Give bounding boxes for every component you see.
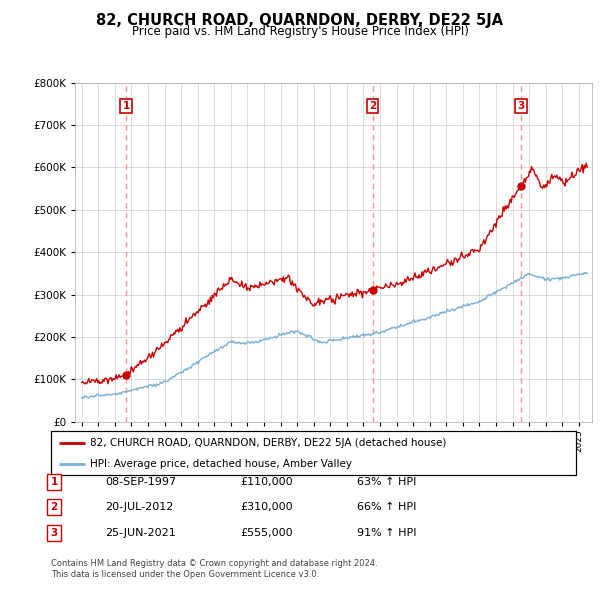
Text: 66% ↑ HPI: 66% ↑ HPI [357, 503, 416, 512]
Text: 3: 3 [517, 101, 524, 111]
Text: HPI: Average price, detached house, Amber Valley: HPI: Average price, detached house, Ambe… [91, 459, 352, 469]
Text: 2: 2 [50, 503, 58, 512]
Text: 20-JUL-2012: 20-JUL-2012 [105, 503, 173, 512]
Text: 63% ↑ HPI: 63% ↑ HPI [357, 477, 416, 487]
Text: 2: 2 [369, 101, 376, 111]
Text: 82, CHURCH ROAD, QUARNDON, DERBY, DE22 5JA: 82, CHURCH ROAD, QUARNDON, DERBY, DE22 5… [97, 13, 503, 28]
Text: £110,000: £110,000 [240, 477, 293, 487]
Text: 82, CHURCH ROAD, QUARNDON, DERBY, DE22 5JA (detached house): 82, CHURCH ROAD, QUARNDON, DERBY, DE22 5… [91, 438, 447, 448]
Text: 1: 1 [50, 477, 58, 487]
Text: 25-JUN-2021: 25-JUN-2021 [105, 528, 176, 537]
Text: £310,000: £310,000 [240, 503, 293, 512]
Text: Price paid vs. HM Land Registry's House Price Index (HPI): Price paid vs. HM Land Registry's House … [131, 25, 469, 38]
Text: 08-SEP-1997: 08-SEP-1997 [105, 477, 176, 487]
Text: This data is licensed under the Open Government Licence v3.0.: This data is licensed under the Open Gov… [51, 571, 319, 579]
Text: 1: 1 [122, 101, 130, 111]
Text: 91% ↑ HPI: 91% ↑ HPI [357, 528, 416, 537]
Text: Contains HM Land Registry data © Crown copyright and database right 2024.: Contains HM Land Registry data © Crown c… [51, 559, 377, 568]
Text: £555,000: £555,000 [240, 528, 293, 537]
Text: 3: 3 [50, 528, 58, 537]
